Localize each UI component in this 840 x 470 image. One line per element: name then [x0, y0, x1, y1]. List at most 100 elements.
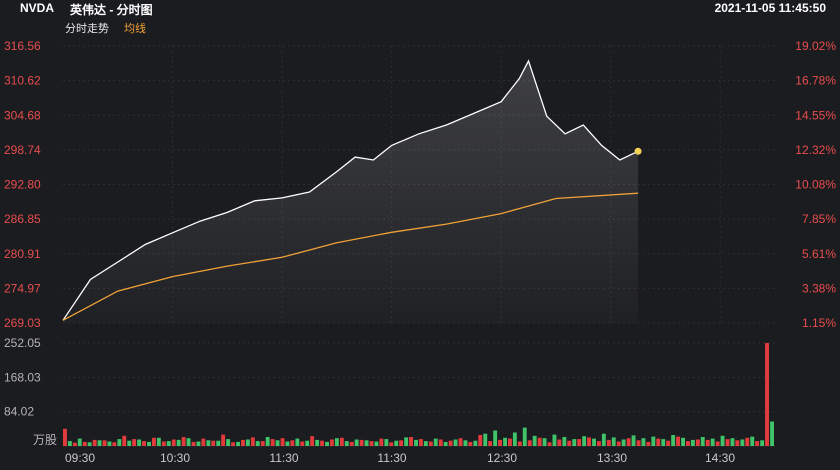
- volume-bar-down: [305, 440, 310, 446]
- volume-bar-up: [171, 439, 176, 446]
- volume-bar-up: [300, 441, 305, 446]
- volume-bar-up: [438, 439, 443, 446]
- volume-bar-up: [399, 440, 404, 446]
- volume-bar-down: [463, 440, 468, 446]
- volume-bar-down: [483, 433, 488, 446]
- volume-bar-down: [137, 439, 142, 446]
- volume-bar-down: [384, 439, 389, 446]
- volume-bar-down: [720, 435, 725, 446]
- x-tick-label: 11:30: [377, 451, 406, 465]
- legend-avg: 均线: [124, 23, 146, 35]
- volume-bar-up: [152, 437, 156, 446]
- volume-bar-up: [270, 439, 275, 446]
- volume-bar-up: [508, 438, 512, 446]
- volume-bar-down: [423, 441, 428, 446]
- volume-bar-up: [330, 439, 334, 446]
- volume-bar-down: [621, 439, 626, 446]
- volume-bar-down: [285, 441, 290, 446]
- volume-bar-up: [250, 437, 255, 446]
- volume-bar-up: [745, 437, 750, 446]
- volume-bar-up: [537, 437, 542, 446]
- volume-bar-up: [369, 441, 374, 446]
- volume-bar-down: [611, 437, 616, 446]
- volume-bar-up: [656, 438, 661, 446]
- volume-bar-up: [676, 436, 680, 446]
- volume-bar-down: [216, 440, 221, 446]
- volume-bar-up: [527, 440, 532, 446]
- volume-bar-up: [339, 437, 344, 446]
- volume-bar-up: [666, 440, 671, 446]
- volume-bar-up: [606, 439, 611, 446]
- volume-bar-down: [196, 441, 201, 446]
- volume-bar-up: [409, 437, 413, 446]
- volume-bar-down: [245, 439, 250, 446]
- volume-bar-down: [522, 427, 527, 446]
- volume-bar-down: [176, 439, 181, 446]
- x-tick-label: 13:30: [597, 451, 627, 465]
- volume-bar-up: [597, 441, 601, 446]
- volume-bar-up: [705, 439, 710, 446]
- volume-bar-up: [389, 442, 394, 446]
- volume-bar-down: [750, 436, 755, 446]
- volume-bar-up: [320, 440, 324, 446]
- y-tick-left: 310.62: [4, 74, 41, 88]
- volume-bar-up: [725, 439, 730, 446]
- y-tick-left: 292.80: [4, 178, 41, 192]
- volume-bar-up: [349, 441, 354, 446]
- volume-bar-down: [295, 438, 300, 446]
- volume-bar-down: [344, 441, 349, 446]
- volume-bar-down: [394, 440, 399, 446]
- volume-bar-down: [582, 436, 587, 446]
- y-tick-right: 19.02%: [795, 39, 836, 53]
- volume-bar-down: [503, 437, 507, 446]
- volume-bar-up: [221, 434, 226, 446]
- volume-bar-down: [631, 435, 636, 446]
- ticker-symbol: NVDA: [20, 1, 55, 15]
- x-tick-label: 11:30: [269, 451, 298, 465]
- volume-bar-up: [82, 441, 87, 446]
- volume-bar-up: [72, 442, 77, 446]
- y-tick-right: 16.78%: [795, 74, 836, 88]
- volume-bar-up: [419, 439, 423, 446]
- volume-bar-down: [265, 437, 270, 446]
- volume-bar-up: [161, 441, 166, 446]
- y-tick-left: 280.91: [4, 247, 41, 261]
- volume-bar-up: [626, 438, 631, 446]
- volume-bar-up: [92, 439, 97, 446]
- volume-bar-up: [142, 441, 146, 446]
- volume-bar-down: [443, 441, 448, 446]
- volume-bar-up: [260, 441, 265, 446]
- volume-bar-down: [87, 442, 92, 446]
- y-tick-left: 274.97: [4, 281, 41, 295]
- volume-bar-down: [730, 438, 735, 446]
- volume-bar-up: [488, 441, 493, 446]
- volume-bar-up: [448, 440, 453, 446]
- volume-bar-up: [577, 439, 582, 446]
- volume-bar-down: [760, 440, 765, 446]
- volume-bar-down: [740, 439, 745, 446]
- x-tick-label: 12:30: [487, 451, 517, 465]
- volume-bar-down: [334, 438, 339, 446]
- x-tick-label: 09:30: [65, 451, 95, 465]
- volume-bar-down: [641, 438, 646, 446]
- y-tick-right: 12.32%: [795, 143, 836, 157]
- volume-bar-up: [310, 436, 315, 446]
- volume-bar-down: [532, 435, 537, 446]
- volume-bar-down: [354, 439, 359, 446]
- volume-bar-up: [616, 441, 621, 446]
- volume-bar-down: [364, 440, 369, 446]
- price-area: [63, 60, 639, 324]
- volume-unit-label: 万股: [33, 433, 57, 447]
- volume-tick: 252.05: [4, 336, 41, 350]
- volume-bar-down: [117, 439, 122, 446]
- volume-bar-down: [433, 438, 438, 446]
- volume-bar-up: [695, 439, 700, 446]
- y-tick-left: 298.74: [4, 143, 41, 157]
- volume-bar-up: [765, 343, 769, 446]
- volume-bar-down: [493, 430, 498, 446]
- y-tick-right: 7.85%: [802, 212, 836, 226]
- volume-bar-down: [710, 438, 715, 446]
- volume-bar-down: [374, 441, 379, 446]
- volume-bar-up: [191, 441, 196, 446]
